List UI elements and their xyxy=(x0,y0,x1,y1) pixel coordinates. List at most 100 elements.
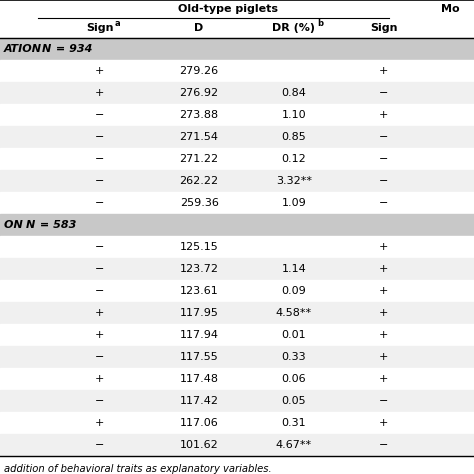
Text: 123.72: 123.72 xyxy=(180,264,219,274)
Text: D: D xyxy=(194,23,204,33)
Text: +: + xyxy=(95,374,104,384)
Text: 3.32**: 3.32** xyxy=(276,176,312,186)
Text: −: − xyxy=(379,198,389,208)
Text: = 583: = 583 xyxy=(36,220,76,230)
Text: +: + xyxy=(95,88,104,98)
Text: 117.06: 117.06 xyxy=(180,418,219,428)
Text: 1.10: 1.10 xyxy=(282,110,306,120)
Bar xyxy=(0,104,474,126)
Text: −: − xyxy=(379,154,389,164)
Bar xyxy=(0,82,474,104)
Text: +: + xyxy=(379,418,389,428)
Text: ON: ON xyxy=(4,220,27,230)
Text: 276.92: 276.92 xyxy=(180,88,219,98)
Text: −: − xyxy=(95,198,104,208)
Text: −: − xyxy=(95,176,104,186)
Text: ATION: ATION xyxy=(4,44,46,54)
Text: 0.12: 0.12 xyxy=(282,154,306,164)
Text: −: − xyxy=(95,396,104,406)
Text: 1.09: 1.09 xyxy=(282,198,306,208)
Text: a: a xyxy=(115,18,120,27)
Text: DR (%): DR (%) xyxy=(273,23,315,33)
Text: 0.33: 0.33 xyxy=(282,352,306,362)
Text: −: − xyxy=(95,110,104,120)
Text: −: − xyxy=(95,154,104,164)
Text: +: + xyxy=(379,264,389,274)
Text: −: − xyxy=(95,352,104,362)
Text: +: + xyxy=(379,286,389,296)
Text: N: N xyxy=(42,44,51,54)
Text: 271.22: 271.22 xyxy=(180,154,219,164)
Text: 0.84: 0.84 xyxy=(282,88,306,98)
Text: 0.09: 0.09 xyxy=(282,286,306,296)
Bar xyxy=(0,412,474,434)
Text: +: + xyxy=(379,330,389,340)
Bar xyxy=(0,302,474,324)
Text: 271.54: 271.54 xyxy=(180,132,219,142)
Text: −: − xyxy=(95,440,104,450)
Text: 4.58**: 4.58** xyxy=(276,308,312,318)
Text: addition of behavioral traits as explanatory variables.: addition of behavioral traits as explana… xyxy=(4,464,272,474)
Bar xyxy=(0,324,474,346)
Text: 117.42: 117.42 xyxy=(180,396,219,406)
Bar xyxy=(0,434,474,456)
Text: −: − xyxy=(379,176,389,186)
Text: 0.85: 0.85 xyxy=(282,132,306,142)
Text: −: − xyxy=(379,440,389,450)
Text: N: N xyxy=(26,220,35,230)
Text: = 934: = 934 xyxy=(52,44,92,54)
Text: 101.62: 101.62 xyxy=(180,440,219,450)
Text: 4.67**: 4.67** xyxy=(276,440,312,450)
Text: 0.05: 0.05 xyxy=(282,396,306,406)
Text: −: − xyxy=(95,242,104,252)
Text: +: + xyxy=(379,308,389,318)
Text: 125.15: 125.15 xyxy=(180,242,219,252)
Bar xyxy=(0,60,474,82)
Text: 0.06: 0.06 xyxy=(282,374,306,384)
Bar xyxy=(0,214,474,236)
Text: −: − xyxy=(95,132,104,142)
Text: 279.26: 279.26 xyxy=(180,66,219,76)
Text: 117.94: 117.94 xyxy=(180,330,219,340)
Text: 117.95: 117.95 xyxy=(180,308,219,318)
Text: +: + xyxy=(95,330,104,340)
Bar xyxy=(0,170,474,192)
Text: 123.61: 123.61 xyxy=(180,286,219,296)
Bar xyxy=(0,236,474,258)
Bar xyxy=(0,346,474,368)
Text: b: b xyxy=(317,18,323,27)
Text: +: + xyxy=(95,308,104,318)
Text: +: + xyxy=(95,66,104,76)
Text: 117.48: 117.48 xyxy=(180,374,219,384)
Bar xyxy=(0,38,474,60)
Text: 259.36: 259.36 xyxy=(180,198,219,208)
Text: 1.14: 1.14 xyxy=(282,264,306,274)
Text: −: − xyxy=(95,286,104,296)
Text: +: + xyxy=(379,352,389,362)
Text: −: − xyxy=(379,88,389,98)
Text: −: − xyxy=(379,396,389,406)
Bar xyxy=(0,192,474,214)
Text: 117.55: 117.55 xyxy=(180,352,219,362)
Text: Mo: Mo xyxy=(441,4,459,14)
Text: 262.22: 262.22 xyxy=(180,176,219,186)
Text: +: + xyxy=(379,66,389,76)
Text: +: + xyxy=(379,110,389,120)
Bar xyxy=(0,368,474,390)
Text: +: + xyxy=(379,242,389,252)
Text: +: + xyxy=(379,374,389,384)
Text: Sign: Sign xyxy=(86,23,113,33)
Text: −: − xyxy=(95,264,104,274)
Text: 0.31: 0.31 xyxy=(282,418,306,428)
Bar xyxy=(0,258,474,280)
Bar xyxy=(0,126,474,148)
Text: −: − xyxy=(379,132,389,142)
Text: Sign: Sign xyxy=(370,23,398,33)
Bar xyxy=(0,280,474,302)
Text: 273.88: 273.88 xyxy=(180,110,219,120)
Bar xyxy=(0,148,474,170)
Bar xyxy=(0,390,474,412)
Text: +: + xyxy=(95,418,104,428)
Text: Old-type piglets: Old-type piglets xyxy=(178,4,277,14)
Text: 0.01: 0.01 xyxy=(282,330,306,340)
